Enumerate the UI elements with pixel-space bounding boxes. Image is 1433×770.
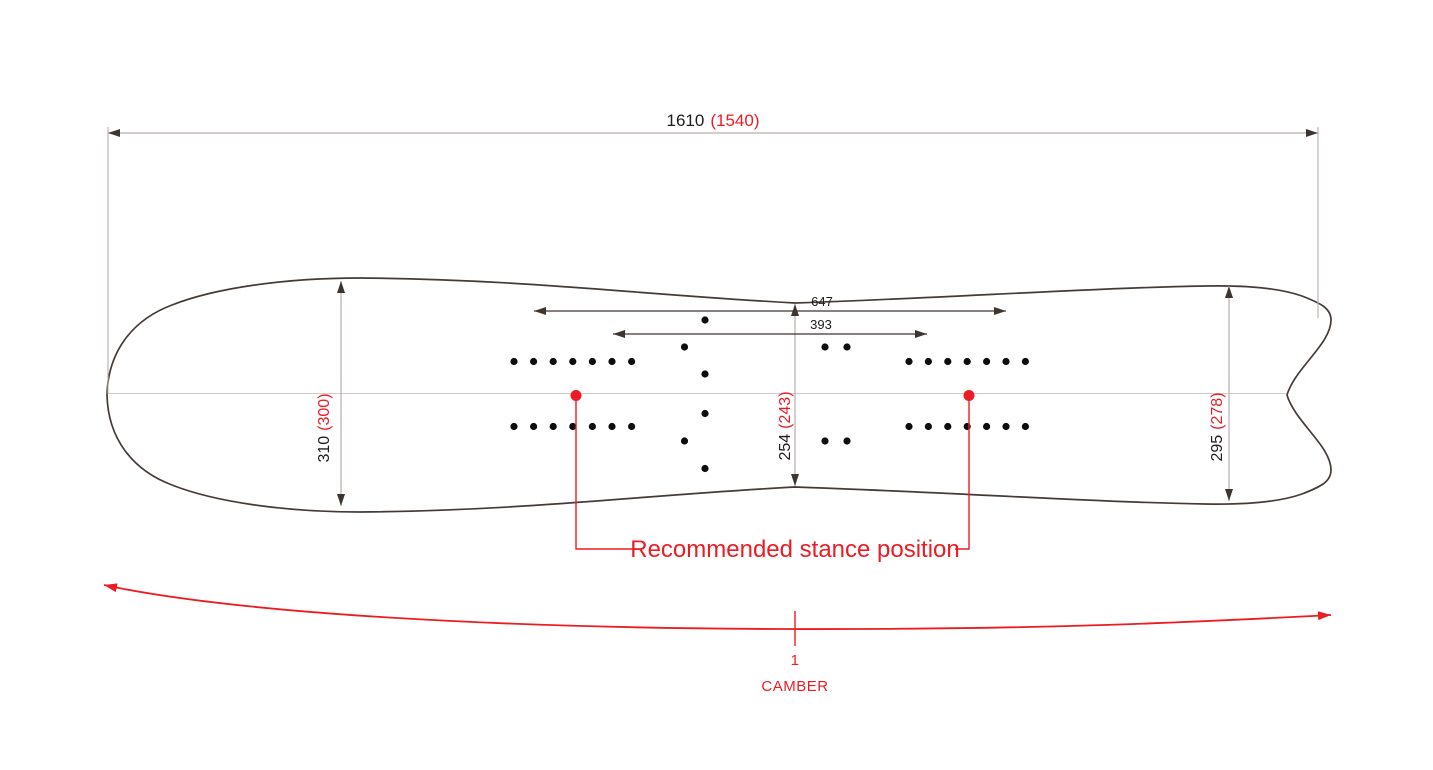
insert-span-wide-dimension: 647 [534, 294, 1006, 315]
overall-length-label: 1610 (1540) [667, 111, 760, 130]
camber-curve [103, 583, 1332, 630]
stance-leader-right [955, 396, 970, 550]
board-outline [106, 277, 1332, 513]
tail-width-label: 295(278) [1209, 392, 1226, 461]
waist-width-label: 254(243) [777, 391, 794, 460]
camber-profile: 1 CAMBER [103, 583, 1332, 695]
stance-leader-left [575, 396, 637, 550]
front-insert-pack [510, 357, 636, 431]
stance-label: Recommended stance position [630, 536, 960, 563]
camber-caption: CAMBER [761, 678, 828, 695]
insert-span-narrow-dimension: 393 [613, 317, 927, 338]
waist-width-dimension: 254(243) [777, 304, 799, 486]
recommended-stance-annotation: Recommended stance position [570, 390, 975, 563]
insert-span-narrow-label: 393 [810, 317, 832, 332]
overall-length-dimension: 1610 (1540) [107, 111, 1319, 394]
tail-width-dimension: 295(278) [1209, 286, 1233, 501]
nose-width-dimension: 310(300) [316, 281, 345, 506]
stance-marker-front [570, 390, 582, 401]
insert-span-wide-label: 647 [811, 294, 833, 309]
stance-marker-rear [963, 390, 975, 401]
center-insert-cluster [680, 316, 851, 473]
camber-value-label: 1 [791, 652, 800, 669]
nose-width-label: 310(300) [316, 393, 333, 462]
rear-insert-pack [905, 357, 1029, 431]
